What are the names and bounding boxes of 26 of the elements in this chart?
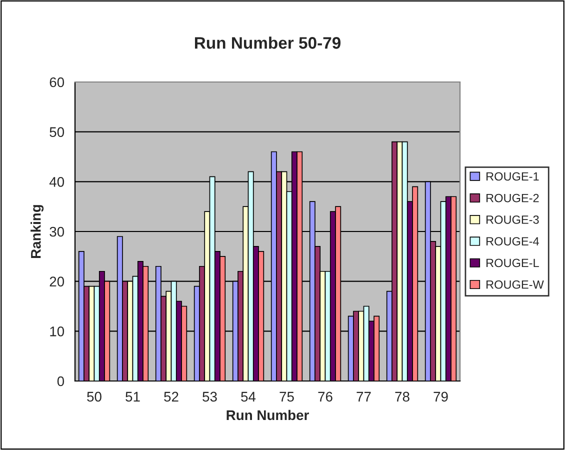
x-tick-label: 54 [241, 392, 256, 402]
legend-label: ROUGE-W [486, 280, 544, 289]
x-tick-label: 75 [280, 392, 294, 402]
legend-label: ROUGE-L [486, 258, 539, 268]
x-tick-label: 50 [87, 392, 102, 402]
y-tick-label: 30 [50, 226, 64, 237]
y-tick-label: 60 [50, 77, 64, 88]
legend-label: ROUGE-2 [486, 194, 539, 202]
legend-label: ROUGE-4 [486, 237, 539, 246]
legend-label: ROUGE-1 [486, 172, 539, 181]
x-tick-label: 78 [395, 392, 410, 402]
x-tick-label: 53 [202, 392, 217, 402]
x-tick-label: 79 [434, 392, 448, 402]
y-tick-label: 50 [50, 127, 64, 138]
y-axis-title: Ranking [30, 205, 44, 258]
x-tick-label: 76 [318, 392, 332, 402]
chart-title: Run Number 50-79 [194, 36, 341, 49]
y-tick-label: 0 [57, 376, 64, 386]
y-tick-label: 40 [49, 177, 64, 187]
y-tick-label: 10 [50, 326, 64, 336]
legend-label: ROUGE-3 [486, 215, 539, 224]
x-tick-label: 52 [164, 392, 178, 402]
x-tick-label: 77 [356, 392, 371, 402]
y-tick-label: 20 [50, 276, 64, 287]
x-axis-title: Run Number [226, 410, 309, 420]
x-tick-label: 51 [126, 392, 140, 402]
